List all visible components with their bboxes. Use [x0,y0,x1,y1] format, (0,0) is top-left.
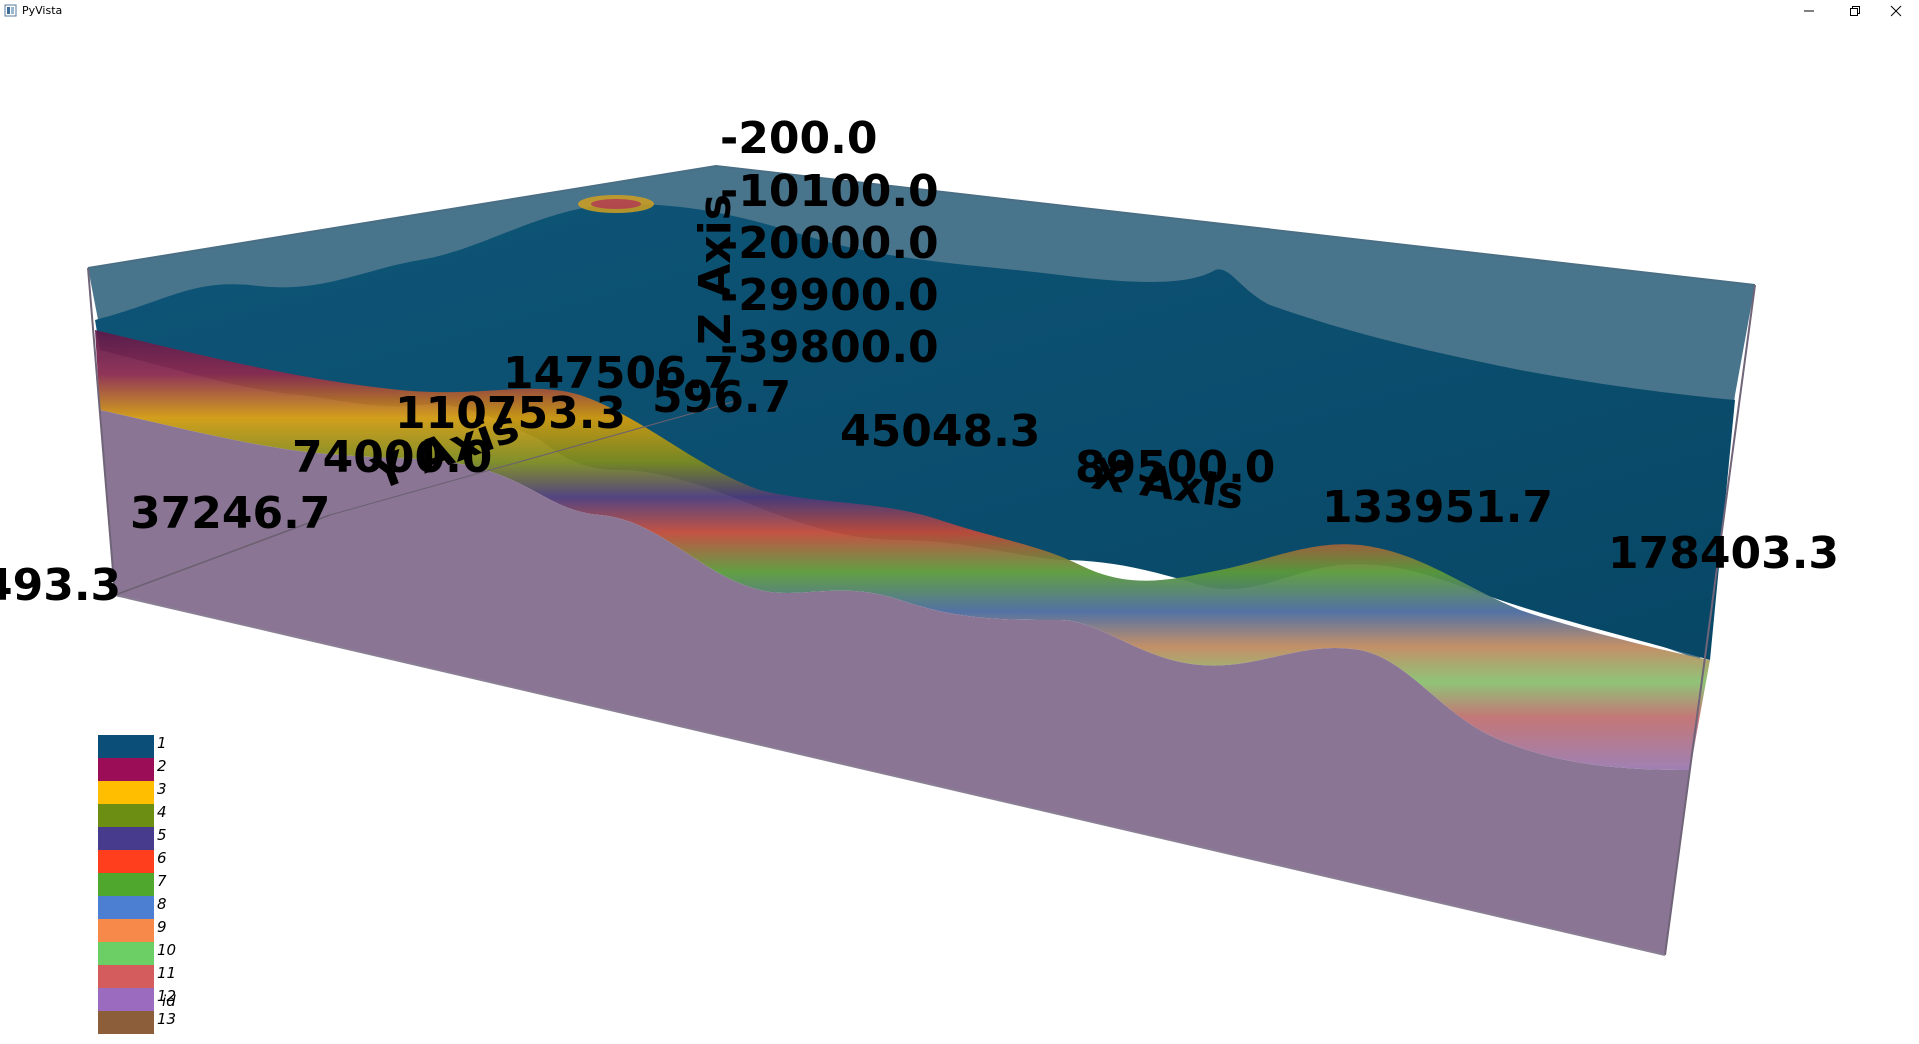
legend-label: 1 [157,734,167,752]
legend-label: 10 [157,941,176,959]
x-tick-label: 133951.7 [1322,482,1553,533]
x-tick-label: 596.7 [652,372,791,423]
legend-swatch [98,735,154,758]
z-tick-label: -29900.0 [720,270,939,321]
z-tick-label: -39800.0 [720,322,939,373]
y-tick-label: 74000.0 [292,432,492,483]
minimize-button[interactable] [1786,0,1832,22]
y-tick-label: 37246.7 [130,488,330,539]
legend-label: 7 [157,872,167,890]
strata-band [95,330,1710,770]
z-axis-title: Z Axis [690,194,741,345]
legend-label: 3 [157,780,167,798]
legend-swatch [98,781,154,804]
geology-scene[interactable]: -200.0 -10100.0 -20000.0 -29900.0 -39800… [0,22,1919,1040]
legend-swatch [98,804,154,827]
y-tick-label: 493.3 [0,560,121,611]
x-tick-label: 178403.3 [1608,528,1839,579]
legend-label: 9 [157,918,167,936]
legend-swatch [98,827,154,850]
legend-swatch [98,896,154,919]
close-icon [1890,5,1902,17]
pyvista-window-icon [4,4,17,17]
z-tick-label: -200.0 [720,113,877,164]
restore-button[interactable] [1832,0,1878,22]
legend-label: 6 [157,849,167,867]
restore-icon [1850,6,1860,16]
legend-label: 5 [157,826,167,844]
legend-swatch [98,988,154,1011]
legend-swatch [98,850,154,873]
legend-swatch [98,758,154,781]
basement-block [100,410,1690,955]
box-outline [87,164,1756,286]
legend-swatch [98,1011,154,1034]
legend-label: 4 [157,803,167,821]
minimize-icon [1804,10,1814,12]
y-tick-label: 110753.3 [395,388,626,439]
y-tick-label: 147506.7 [503,348,734,399]
x-tick-label: 89500.0 [1075,442,1275,493]
legend-label: 12 [157,987,176,1005]
window-title: PyVista [22,4,63,17]
legend-swatch [98,919,154,942]
legend-label: 11 [157,964,176,982]
legend-label: 2 [157,757,167,775]
z-tick-label: -20000.0 [720,218,939,269]
title-bar: PyVista [0,0,1919,22]
legend-swatch [98,873,154,896]
legend-swatch [98,965,154,988]
render-viewport[interactable]: -200.0 -10100.0 -20000.0 -29900.0 -39800… [0,22,1919,1040]
legend-title: id [162,992,176,1010]
close-button[interactable] [1873,0,1919,22]
legend-label: 13 [157,1010,176,1028]
legend-swatch [98,942,154,965]
legend-label: 8 [157,895,167,913]
z-tick-label: -10100.0 [720,166,939,217]
x-tick-label: 45048.3 [840,406,1040,457]
